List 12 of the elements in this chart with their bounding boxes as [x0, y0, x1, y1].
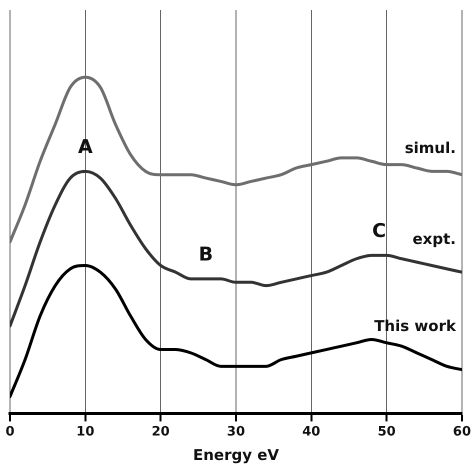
x-tick-label: 10 [76, 424, 94, 440]
x-tick-label: 60 [452, 424, 471, 440]
x-axis-title: Energy eV [192, 446, 280, 464]
x-tick-label: 40 [302, 424, 320, 440]
x-tick-label: 30 [226, 424, 246, 440]
series-label: expt. [412, 230, 456, 248]
annotation: B [198, 243, 214, 266]
x-tick-label: 0 [5, 424, 15, 440]
x-tick-label: 50 [378, 424, 396, 440]
series-label: simul. [404, 139, 456, 158]
annotation: C [372, 220, 386, 242]
x-tick-label: 20 [152, 424, 170, 440]
